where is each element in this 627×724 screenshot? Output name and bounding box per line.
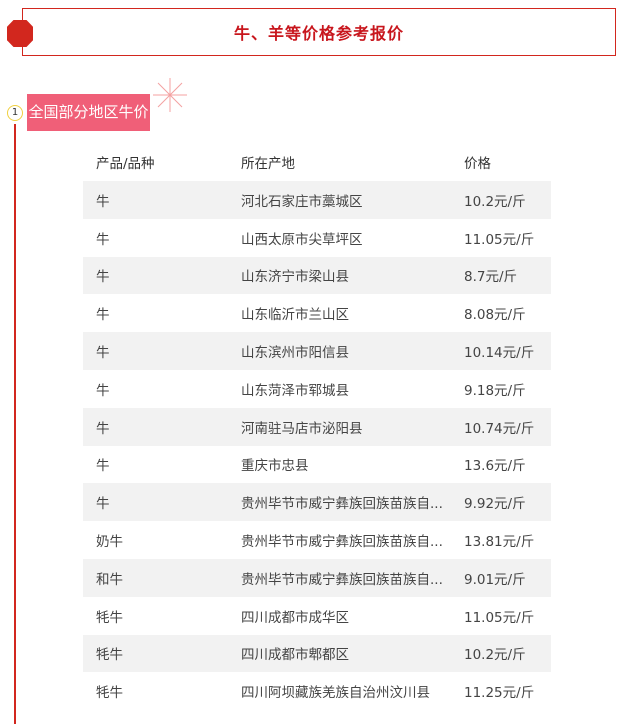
origin-cell: 山西太原市尖草坪区 <box>241 231 363 248</box>
price-cell: 11.05元/斤 <box>464 609 535 626</box>
origin-cell: 贵州毕节市威宁彝族回族苗族自... <box>241 496 443 513</box>
table-row: 牛 山东滨州市阳信县 10.14元/斤 <box>83 332 551 370</box>
page-title: 牛、羊等价格参考报价 <box>233 24 404 43</box>
price-cell: 9.18元/斤 <box>464 382 526 399</box>
table-row: 牛 山西太原市尖草坪区 11.05元/斤 <box>83 219 551 257</box>
price-cell: 8.7元/斤 <box>464 269 518 286</box>
price-cell: 13.81元/斤 <box>464 534 535 551</box>
price-cell: 10.2元/斤 <box>464 647 526 664</box>
origin-cell: 四川成都市成华区 <box>241 609 349 626</box>
product-cell: 牛 <box>96 231 110 248</box>
table-row: 牦牛 四川阿坝藏族羌族自治州汶川县 11.25元/斤 <box>83 672 551 710</box>
origin-cell: 山东菏泽市郓城县 <box>241 382 349 399</box>
price-cell: 9.01元/斤 <box>464 571 526 588</box>
price-cell: 10.74元/斤 <box>464 420 535 437</box>
table-row: 牛 河北石家庄市藁城区 10.2元/斤 <box>83 181 551 219</box>
product-cell: 牛 <box>96 269 110 286</box>
price-cell: 11.05元/斤 <box>464 231 535 248</box>
origin-cell: 四川阿坝藏族羌族自治州汶川县 <box>241 685 430 702</box>
price-table: 产品/品种 所在产地 价格 牛河北石家庄市藁城区 10.2元/斤牛山西太原市尖草坪… <box>83 143 551 710</box>
table-row: 牦牛 四川成都市郫都区 10.2元/斤 <box>83 634 551 673</box>
table-row: 牛 山东菏泽市郓城县 9.18元/斤 <box>83 370 551 408</box>
firework-icon <box>153 78 187 112</box>
table-row: 牛 河南驻马店市泌阳县 10.74元/斤 <box>83 407 551 446</box>
title-box: 牛、羊等价格参考报价 <box>22 8 616 56</box>
product-cell: 牛 <box>96 345 110 362</box>
product-cell: 牛 <box>96 307 110 324</box>
section-title: 全国部分地区牛价 <box>27 94 150 131</box>
price-cell: 10.14元/斤 <box>464 345 535 362</box>
table-row: 牛 贵州毕节市威宁彝族回族苗族自... 9.92元/斤 <box>83 483 551 522</box>
product-cell: 奶牛 <box>96 534 123 551</box>
table-header: 产品/品种 所在产地 价格 <box>83 143 551 181</box>
product-cell: 牛 <box>96 382 110 399</box>
hexagon-decoration-icon <box>7 20 33 47</box>
table-row: 和牛 贵州毕节市威宁彝族回族苗族自... 9.01元/斤 <box>83 558 551 597</box>
table-row: 牦牛 四川成都市成华区 11.05元/斤 <box>83 597 551 635</box>
price-cell: 13.6元/斤 <box>464 458 526 475</box>
product-cell: 牛 <box>96 420 110 437</box>
table-row: 奶牛 贵州毕节市威宁彝族回族苗族自... 13.81元/斤 <box>83 521 551 559</box>
product-cell: 牦牛 <box>96 609 123 626</box>
origin-cell: 重庆市忠县 <box>241 458 309 475</box>
column-header: 所在产地 <box>241 156 295 172</box>
origin-cell: 贵州毕节市威宁彝族回族苗族自... <box>241 534 443 551</box>
origin-cell: 河南驻马店市泌阳县 <box>241 420 363 437</box>
origin-cell: 四川成都市郫都区 <box>241 647 349 664</box>
product-cell: 牛 <box>96 193 110 210</box>
product-cell: 牦牛 <box>96 647 123 664</box>
column-header: 产品/品种 <box>96 156 155 172</box>
price-cell: 10.2元/斤 <box>464 193 526 210</box>
timeline-line <box>14 124 16 724</box>
origin-cell: 山东济宁市梁山县 <box>241 269 349 286</box>
table-row: 牛 山东临沂市兰山区 8.08元/斤 <box>83 294 551 332</box>
origin-cell: 河北石家庄市藁城区 <box>241 193 363 210</box>
column-header: 价格 <box>464 156 491 172</box>
table-row: 牛 山东济宁市梁山县 8.7元/斤 <box>83 256 551 295</box>
product-cell: 和牛 <box>96 571 123 588</box>
table-row: 牛 重庆市忠县 13.6元/斤 <box>83 446 551 484</box>
price-cell: 8.08元/斤 <box>464 307 526 324</box>
product-cell: 牛 <box>96 496 110 513</box>
price-cell: 9.92元/斤 <box>464 496 526 513</box>
product-cell: 牛 <box>96 458 110 475</box>
product-cell: 牦牛 <box>96 685 123 702</box>
origin-cell: 山东滨州市阳信县 <box>241 345 349 362</box>
section-number: 1 <box>7 105 23 121</box>
origin-cell: 贵州毕节市威宁彝族回族苗族自... <box>241 571 443 588</box>
price-cell: 11.25元/斤 <box>464 685 535 702</box>
origin-cell: 山东临沂市兰山区 <box>241 307 349 324</box>
